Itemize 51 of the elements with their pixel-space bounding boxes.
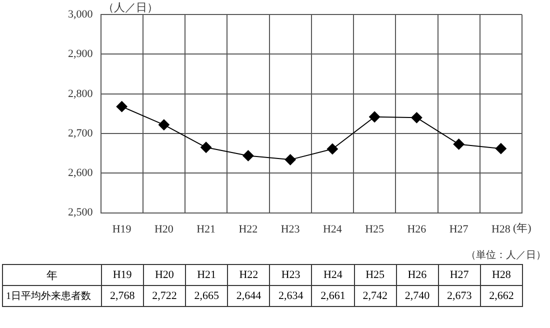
category-label: H23: [281, 269, 300, 281]
x-axis-title: (年): [512, 222, 532, 235]
data-label: 2,740: [396, 286, 438, 306]
data-label: 2,722: [143, 286, 186, 306]
category-label: H19: [112, 269, 132, 281]
x-tick-label: H28: [491, 223, 511, 236]
category-label: H22: [239, 269, 258, 281]
text: 年: [2, 264, 102, 286]
point: [326, 143, 338, 154]
point: [242, 150, 254, 162]
point: [369, 111, 380, 122]
data-label: 2,662: [480, 286, 522, 306]
category-label: H21: [197, 269, 216, 281]
point: [200, 142, 212, 153]
point: [284, 154, 296, 166]
y-tick-label: 2,500: [68, 206, 94, 219]
y-axis-title: （人／日）: [102, 2, 158, 14]
point: [116, 101, 128, 112]
y-tick-label: 2,800: [68, 88, 94, 100]
data-label: 2,742: [354, 286, 396, 306]
point: [495, 143, 506, 154]
point: [158, 119, 170, 130]
x-tick-label: H24: [322, 223, 342, 236]
point: [411, 112, 422, 124]
category-label: H28: [492, 269, 511, 281]
data-label: 2,634: [270, 286, 312, 306]
y-tick-label: 2,900: [68, 48, 94, 60]
data-label: 2,665: [186, 286, 228, 306]
x-tick-label: H21: [196, 223, 216, 236]
category-label: H27: [450, 269, 469, 281]
x-tick-label: H19: [112, 223, 132, 236]
x-tick-label: H26: [407, 223, 427, 236]
x-tick-label: H22: [238, 223, 258, 236]
y-tick-label: 2,600: [68, 167, 94, 180]
data-label: 2,768: [101, 286, 144, 306]
data-label: 2,661: [312, 286, 354, 306]
x-tick-label: H23: [280, 223, 300, 236]
y-tick-label: 2,700: [68, 127, 94, 140]
category-label: H26: [408, 269, 427, 281]
x-tick-label: H27: [449, 223, 469, 236]
data-label: 2,673: [438, 286, 480, 306]
data-label: 2,644: [228, 286, 270, 306]
text: 1日平均外来患者数: [2, 286, 102, 306]
point: [453, 138, 464, 150]
text: （単位：人／日）: [465, 249, 547, 262]
category-label: H20: [154, 269, 174, 281]
category-label: H25: [366, 269, 385, 281]
x-tick-label: H20: [154, 223, 174, 236]
x-tick-label: H25: [365, 223, 385, 236]
category-label: H24: [323, 269, 342, 281]
y-tick-label: 3,000: [68, 8, 94, 20]
